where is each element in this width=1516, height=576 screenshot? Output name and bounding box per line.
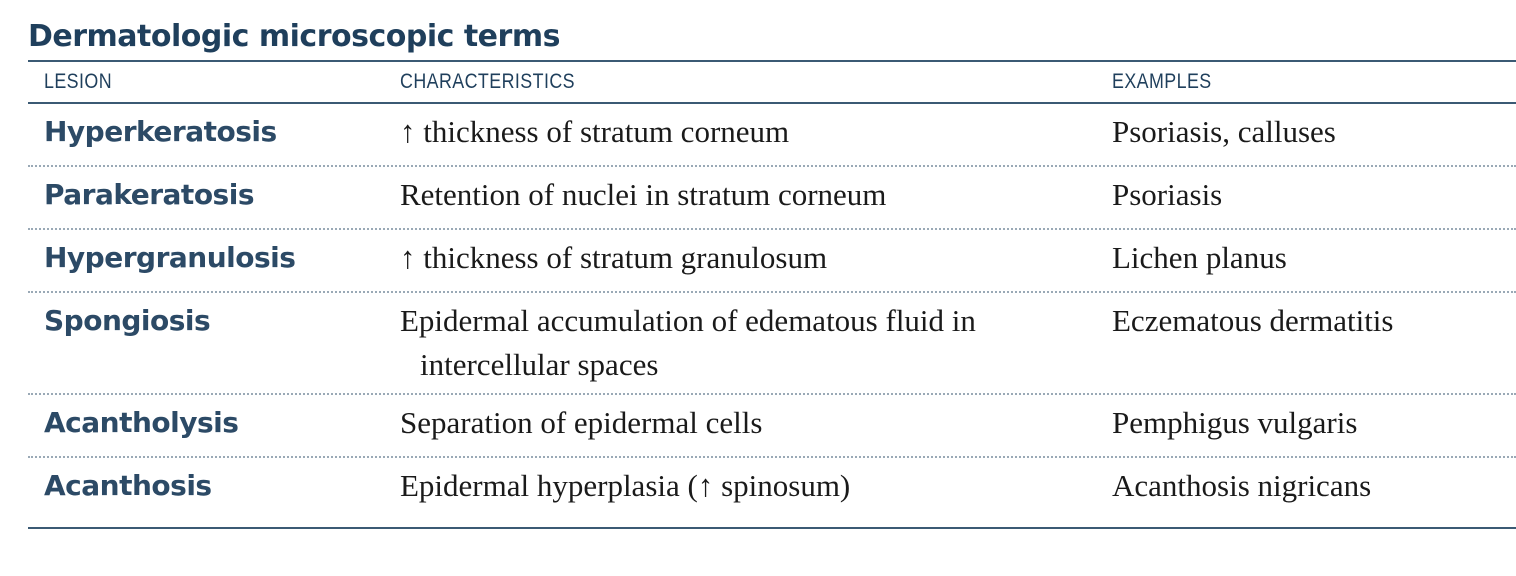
lesion-cell: Spongiosis bbox=[44, 304, 211, 337]
table-row: Hypergranulosis ↑ thickness of stratum g… bbox=[28, 230, 1516, 293]
lesion-cell: Acantholysis bbox=[44, 406, 239, 439]
table-row: Acantholysis Separation of epidermal cel… bbox=[28, 395, 1516, 458]
bottom-rule bbox=[28, 527, 1516, 529]
header-examples: EXAMPLES bbox=[1112, 70, 1212, 93]
table-row: Hyperkeratosis ↑ thickness of stratum co… bbox=[28, 104, 1516, 167]
examples-cell: Lichen planus bbox=[1112, 240, 1287, 275]
examples-cell: Pemphigus vulgaris bbox=[1112, 405, 1358, 440]
lesion-cell: Hyperkeratosis bbox=[44, 115, 277, 148]
lesion-cell: Hypergranulosis bbox=[44, 241, 296, 274]
table-row: Parakeratosis Retention of nuclei in str… bbox=[28, 167, 1516, 230]
examples-cell: Eczematous dermatitis bbox=[1112, 303, 1394, 338]
table-row: Spongiosis Epidermal accumulation of ede… bbox=[28, 293, 1516, 395]
header-lesion: LESION bbox=[44, 70, 113, 93]
header-lesion-cell: LESION bbox=[28, 70, 400, 94]
examples-cell: Psoriasis bbox=[1112, 177, 1223, 212]
table-header-row: LESION CHARACTERISTICS EXAMPLES bbox=[28, 62, 1516, 104]
characteristics-cell: ↑ thickness of stratum granulosum bbox=[400, 240, 828, 275]
header-characteristics-cell: CHARACTERISTICS bbox=[400, 70, 1112, 94]
examples-cell: Psoriasis, calluses bbox=[1112, 114, 1336, 149]
table-row: Acanthosis Epidermal hyperplasia (↑ spin… bbox=[28, 458, 1516, 519]
lesion-cell: Parakeratosis bbox=[44, 178, 254, 211]
table-title: Dermatologic microscopic terms bbox=[28, 19, 560, 54]
top-rule bbox=[28, 60, 1516, 62]
characteristics-cell: Epidermal accumulation of edematous flui… bbox=[400, 303, 976, 382]
characteristics-cell: Retention of nuclei in stratum corneum bbox=[400, 177, 887, 212]
lesion-cell: Acanthosis bbox=[44, 469, 212, 502]
header-examples-cell: EXAMPLES bbox=[1112, 70, 1516, 94]
header-characteristics: CHARACTERISTICS bbox=[400, 70, 575, 93]
examples-cell: Acanthosis nigricans bbox=[1112, 468, 1372, 503]
characteristics-cell: ↑ thickness of stratum corneum bbox=[400, 114, 790, 149]
characteristics-cell: Separation of epidermal cells bbox=[400, 405, 763, 440]
terms-table: Dermatologic microscopic terms LESION CH… bbox=[28, 14, 1516, 519]
characteristics-cell: Epidermal hyperplasia (↑ spinosum) bbox=[400, 468, 851, 503]
